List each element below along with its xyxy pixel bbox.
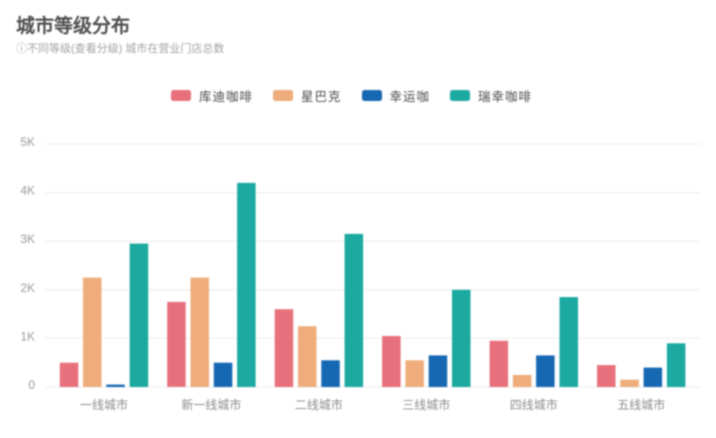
- svg-text:三线城市: 三线城市: [402, 397, 450, 412]
- svg-text:五线城市: 五线城市: [617, 397, 665, 412]
- svg-text:5K: 5K: [20, 135, 35, 149]
- svg-text:3K: 3K: [20, 232, 35, 246]
- svg-text:新一线城市: 新一线城市: [181, 397, 241, 412]
- svg-text:一线城市: 一线城市: [80, 397, 128, 412]
- svg-text:2K: 2K: [20, 281, 35, 295]
- svg-text:0: 0: [28, 378, 35, 392]
- svg-text:二线城市: 二线城市: [295, 397, 343, 412]
- svg-text:四线城市: 四线城市: [510, 397, 558, 412]
- svg-text:1K: 1K: [20, 329, 35, 343]
- svg-text:4K: 4K: [20, 184, 35, 198]
